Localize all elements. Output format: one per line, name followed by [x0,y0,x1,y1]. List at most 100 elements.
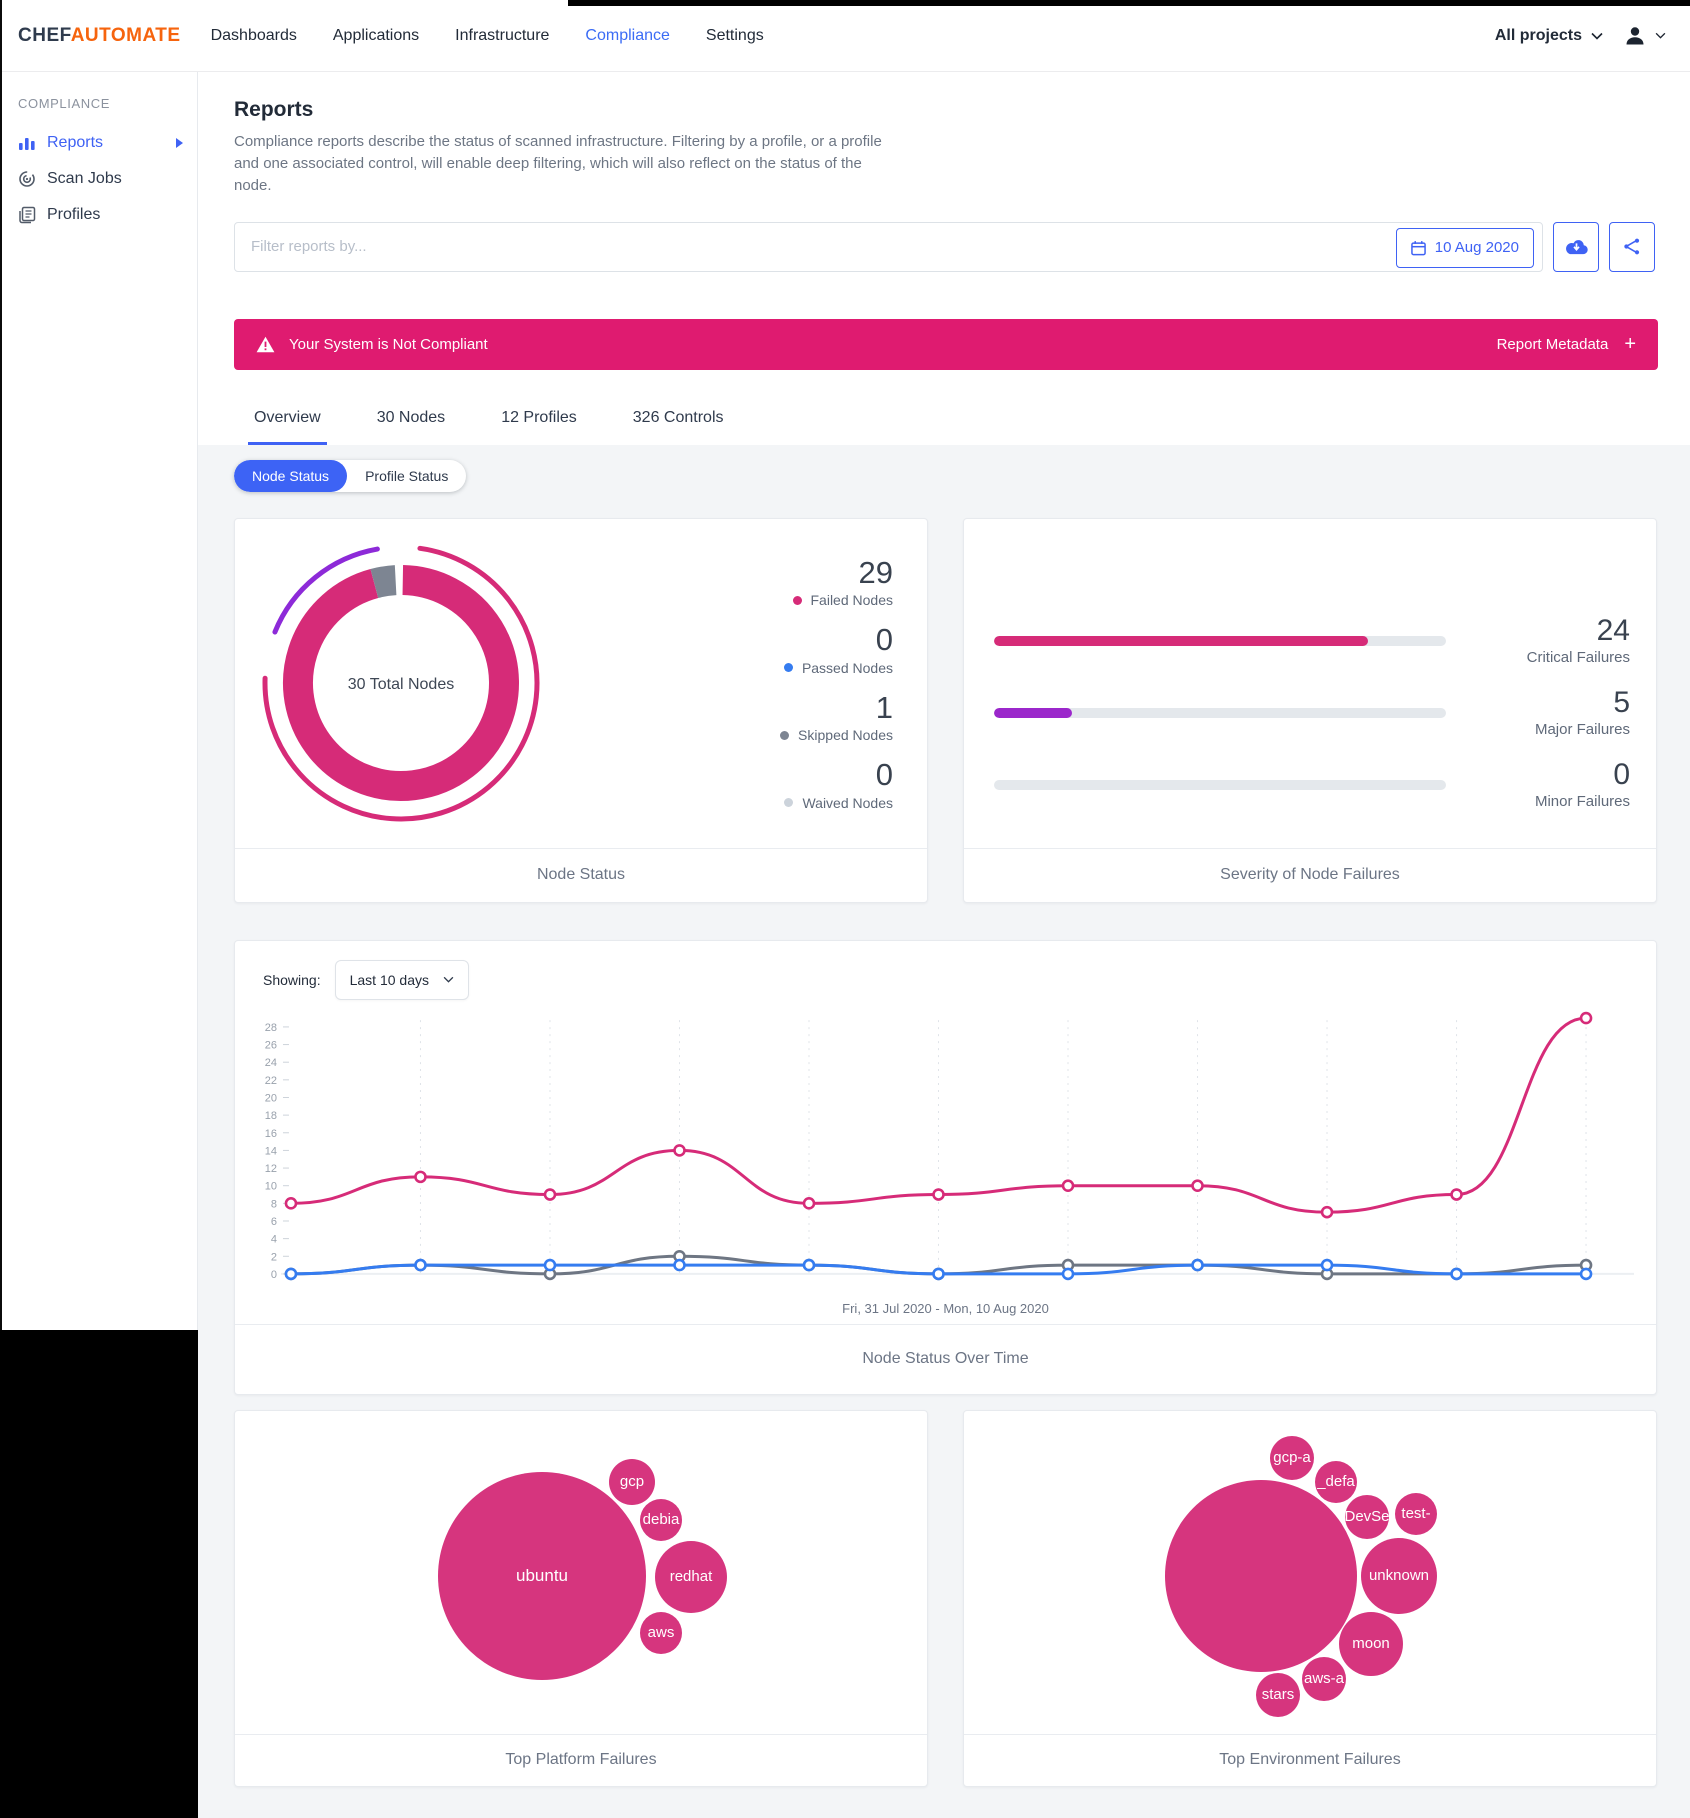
minor-bar [994,779,1446,790]
trend-range-select[interactable]: Last 10 days [334,959,469,1000]
critical-failures-row: 24 Critical Failures [994,594,1630,666]
toggle-profile-status[interactable]: Profile Status [365,467,449,484]
sidebar-item-reports[interactable]: Reports [0,125,197,161]
bubble-moon[interactable]: moon [1339,1611,1403,1676]
svg-text:12: 12 [265,1163,277,1175]
report-metadata-toggle[interactable]: Report Metadata + [1497,334,1636,354]
legend-skipped-nodes[interactable]: 1 Skipped Nodes [780,689,893,744]
donut-center-label: 30 Total Nodes [348,676,454,693]
toggle-node-status[interactable]: Node Status [234,459,348,492]
svg-text:24: 24 [265,1057,277,1069]
bubble-aws-a[interactable]: aws-a [1302,1656,1346,1701]
failed-label: Failed Nodes [810,592,894,609]
bubble-_defa[interactable]: _defa [1315,1460,1357,1503]
major-count: 5 [1613,685,1630,719]
node-status-donut-chart[interactable]: 30 Total Nodes [251,533,551,833]
filter-reports-input[interactable] [235,222,1542,271]
showing-label: Showing: [263,971,321,988]
svg-text:0: 0 [271,1268,277,1280]
minor-failures-row: 0 Minor Failures [994,738,1630,810]
bubble-test-[interactable]: test- [1395,1492,1437,1535]
minor-count: 0 [1613,757,1630,791]
window-left-edge [0,0,2,1330]
non-compliant-banner: Your System is Not Compliant Report Meta… [234,318,1658,370]
bubble-unlabeled[interactable] [1165,1479,1357,1672]
bubble-ubuntu[interactable]: ubuntu [438,1471,646,1680]
download-report-button[interactable] [1553,221,1599,272]
nav-settings[interactable]: Settings [705,26,764,44]
card-title: Node Status [235,847,927,902]
waived-count: 0 [875,757,893,793]
share-report-button[interactable] [1609,221,1655,272]
bubble-label: _defa [1317,1473,1355,1491]
status-toggle: Node Status Profile Status [234,459,467,492]
brand-logo[interactable]: CHEFAUTOMATE [18,25,181,47]
nav-applications[interactable]: Applications [332,26,420,44]
svg-text:16: 16 [265,1127,277,1139]
chart-date-range: Fri, 31 Jul 2020 - Mon, 10 Aug 2020 [842,1300,1049,1316]
bubble-label: aws [647,1624,675,1642]
date-label: 10 Aug 2020 [1434,239,1519,257]
date-picker-button[interactable]: 10 Aug 2020 [1395,227,1534,268]
page-description: Compliance reports describe the status o… [234,133,882,195]
card-title: Node Status Over Time [235,1323,1656,1394]
legend-passed-nodes[interactable]: 0 Passed Nodes [780,624,893,676]
platform-bubble-chart: ubuntu gcp debia redhat aws [235,1411,927,1734]
bubble-stars[interactable]: stars [1256,1672,1300,1717]
waived-dot-icon [784,798,794,808]
calendar-icon [1410,240,1426,255]
nav-compliance[interactable]: Compliance [585,26,670,44]
sidebar-item-scan-jobs[interactable]: Scan Jobs [0,161,197,197]
expand-right-icon[interactable] [176,138,183,148]
user-menu[interactable] [1623,24,1666,48]
skipped-count: 1 [875,689,893,725]
bubble-DevSe[interactable]: DevSe [1344,1494,1390,1539]
trend-card: Showing: Last 10 days 0 2 4 6 8 10 12 14 16 18 20 2… [234,939,1657,1395]
card-title: Top Environment Failures [964,1733,1656,1786]
legend-waived-nodes[interactable]: 0 Waived Nodes [780,759,893,811]
sidebar-section-label: COMPLIANCE [18,96,110,111]
tab-nodes[interactable]: 30 Nodes [376,408,446,426]
svg-text:6: 6 [271,1216,277,1228]
bubble-unknown[interactable]: unknown [1361,1537,1437,1614]
bubble-label: aws-a [1303,1670,1344,1688]
report-metadata-label: Report Metadata [1496,335,1609,353]
sidebar-item-profiles[interactable]: Profiles [0,197,197,233]
nav-right: All projects [1495,24,1666,48]
bubble-label: moon [1352,1635,1390,1653]
screenshot-letterbox-top [568,0,1690,6]
skipped-label: Skipped Nodes [798,727,893,744]
legend-failed-nodes[interactable]: 29 Failed Nodes [780,554,894,609]
projects-selector[interactable]: All projects [1495,27,1603,45]
warning-icon [256,336,275,352]
radar-icon [19,171,35,187]
bubble-label: ubuntu [516,1565,568,1585]
failed-dot-icon [792,595,802,605]
tab-profiles[interactable]: 12 Profiles [501,408,577,426]
screenshot-letterbox-bottom-left [0,1330,198,1818]
user-icon [1626,26,1644,44]
bubble-redhat[interactable]: redhat [655,1540,727,1613]
bubble-debia[interactable]: debia [640,1498,682,1541]
tab-controls[interactable]: 326 Controls [632,408,724,426]
bubble-label: test- [1401,1505,1431,1523]
nav-dashboards[interactable]: Dashboards [210,26,297,44]
nav-infrastructure[interactable]: Infrastructure [455,26,550,44]
filter-toolbar: 10 Aug 2020 [234,221,1658,272]
bubble-gcp-a[interactable]: gcp-a [1270,1435,1314,1480]
svg-text:14: 14 [265,1145,277,1157]
filter-box: 10 Aug 2020 [234,221,1543,272]
primary-nav: Dashboards Applications Infrastructure C… [211,27,764,45]
bubble-gcp[interactable]: gcp [609,1458,655,1505]
failed-count: 29 [858,554,893,590]
svg-text:8: 8 [271,1198,277,1210]
passed-dot-icon [783,663,793,673]
bar-chart-icon [19,138,35,150]
plus-icon: + [1624,333,1636,356]
waived-label: Waived Nodes [802,794,893,811]
bubble-aws[interactable]: aws [640,1611,682,1654]
major-label: Major Failures [1534,720,1630,738]
tab-overview[interactable]: Overview [248,409,327,445]
page-title: Reports [234,98,314,121]
